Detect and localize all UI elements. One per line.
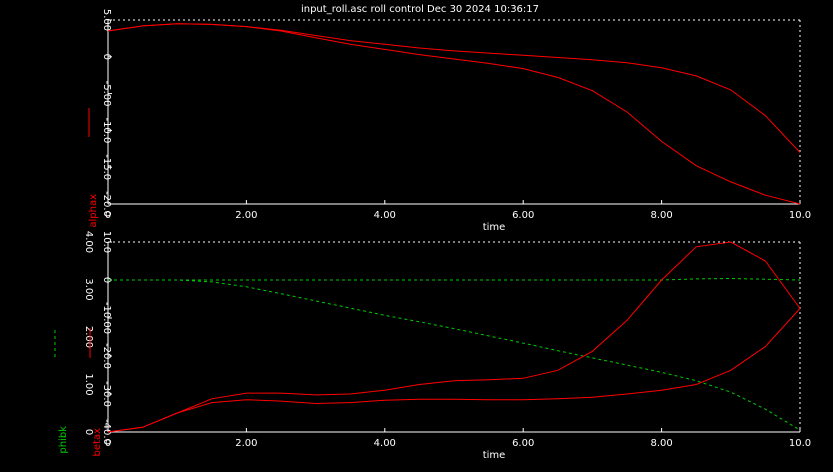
series-line-2-4 [107,308,801,433]
bottom-panel: 0 2.00 4.00 6.00 8.00 10.0 time -40.0 -30.0 -20.0… [54,231,811,461]
x-tick-label: 8.00 [650,438,672,449]
x-tick-label: 2.00 [235,438,257,449]
x-tick-label: 2.00 [235,210,257,221]
plot-title: input_roll.asc roll control Dec 30 2024 … [301,4,539,15]
y-axis-label-left: phibk [58,426,69,454]
y-right-tick-label: 1.00 [83,373,94,395]
y-tick-label: -15.0 [101,154,112,180]
x-tick-label: 6.00 [512,438,534,449]
x-tick-label: 4.00 [374,438,396,449]
x-tick-label: 4.00 [374,210,396,221]
y-tick-label: 0 [101,54,112,60]
y-tick-label: -30.0 [101,381,112,407]
y-tick-label: 5.00 [101,9,112,31]
y-tick-label: -5.00 [101,81,112,107]
y-tick-label: -40.0 [101,419,112,445]
y-tick-label: -10.00 [101,302,112,334]
series-line-2-2 [108,277,801,281]
x-axis-label: time [483,222,506,233]
y-tick-label: -20.0 [101,191,112,217]
y-right-tick-label: 4.00 [83,231,94,253]
x-axis-label: time [483,450,506,461]
y-tick-label: -10.0 [101,117,112,143]
series-line-1-1 [107,23,801,153]
series-line-2-3 [107,241,801,433]
series-line-1-2 [107,23,801,205]
x-tick-label: 8.00 [650,210,672,221]
y-tick-label: 10.0 [101,231,112,253]
x-tick-label: 0 [105,438,111,449]
x-tick-label: 0 [105,210,111,221]
x-tick-label: 10.0 [789,438,811,449]
y-right-tick-label: 3.00 [83,278,94,300]
y-axis-label: alphax [88,194,99,228]
y-axis-label-right: betax [92,428,103,457]
y-right-tick-label: 2.00 [83,326,94,348]
series-line-2-1 [108,279,801,431]
y-tick-label: 0 [101,277,112,283]
x-tick-label: 6.00 [512,210,534,221]
y-tick-label: -20.0 [101,343,112,369]
top-panel: 0 2.00 4.00 6.00 8.00 10.0 time -20.0 -15.0 -10.0… [88,9,811,233]
y-right-tick-label: 0 [83,429,94,435]
x-tick-label: 10.0 [789,210,811,221]
